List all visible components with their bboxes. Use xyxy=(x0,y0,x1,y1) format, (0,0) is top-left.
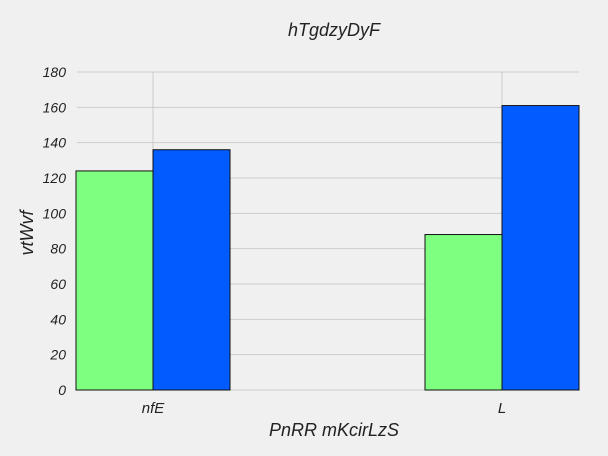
y-tick-label: 60 xyxy=(50,276,66,292)
x-axis: nfE L xyxy=(142,400,506,417)
bar-nfE-series-2 xyxy=(152,149,231,391)
bars xyxy=(75,105,580,391)
y-tick-label: 0 xyxy=(58,382,66,398)
y-tick-label: 180 xyxy=(43,64,67,80)
y-axis-label: vtWvf xyxy=(17,209,37,256)
bar-L-series-2 xyxy=(501,105,580,391)
x-tick-label: nfE xyxy=(142,400,166,417)
y-axis: 0 20 40 60 80 100 120 140 160 180 xyxy=(43,64,67,398)
y-tick-label: 80 xyxy=(50,241,66,257)
y-tick-label: 120 xyxy=(43,170,67,186)
x-axis-label: PnRR mKcirLzS xyxy=(269,420,399,440)
y-tick-label: 100 xyxy=(43,205,67,221)
y-tick-label: 40 xyxy=(50,311,66,327)
bar-nfE-series-1 xyxy=(75,170,154,391)
y-tick-label: 160 xyxy=(43,99,67,115)
x-tick-label: L xyxy=(498,400,506,417)
bar-L-series-1 xyxy=(424,234,503,391)
chart-title: hTgdzyDyF xyxy=(288,20,381,40)
y-tick-label: 140 xyxy=(43,135,67,151)
y-tick-label: 20 xyxy=(49,347,66,363)
